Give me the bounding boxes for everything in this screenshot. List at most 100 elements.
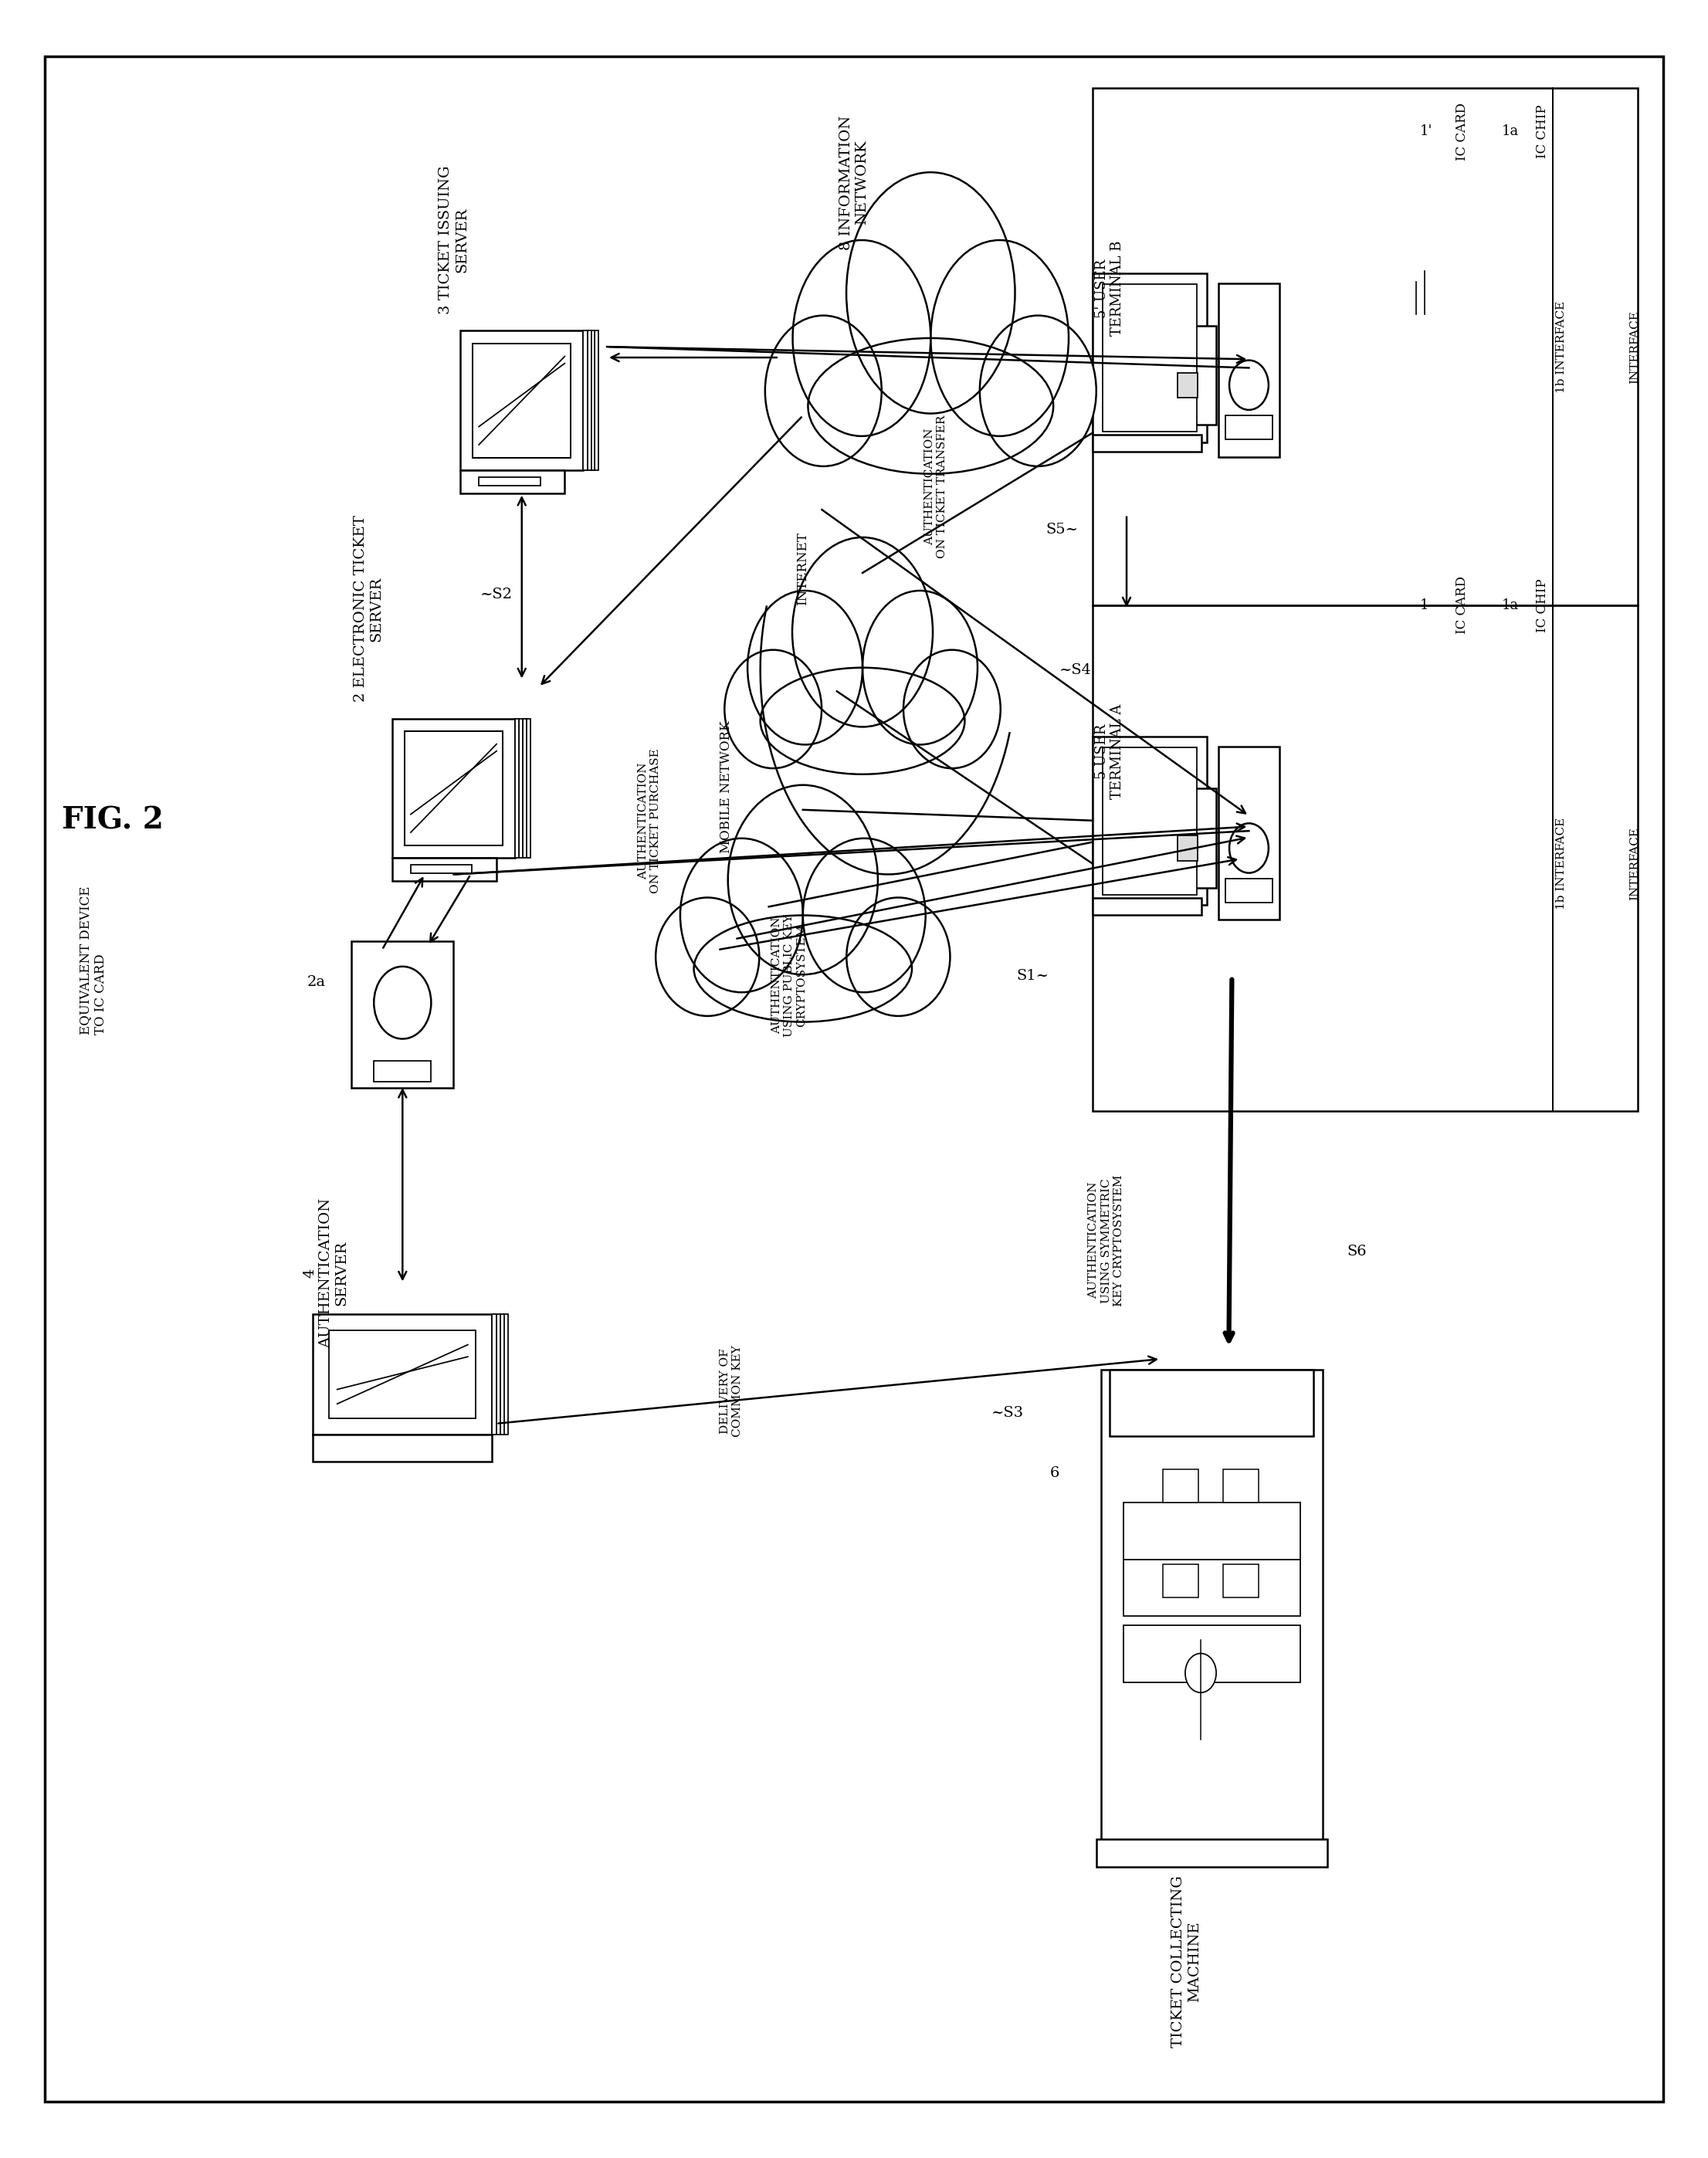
Ellipse shape	[680, 837, 803, 993]
Bar	[405, 732, 502, 846]
Text: AUTHENTICATION
USING SYMMETRIC
KEY CRYPTOSYSTEM: AUTHENTICATION USING SYMMETRIC KEY CRYPT…	[1088, 1174, 1124, 1306]
Text: 2 ELECTRONIC TICKET
SERVER: 2 ELECTRONIC TICKET SERVER	[354, 516, 383, 701]
Ellipse shape	[793, 537, 933, 727]
Bar	[1218, 747, 1279, 919]
Bar	[1172, 326, 1216, 425]
Bar	[504, 1314, 509, 1435]
Bar	[1226, 878, 1272, 902]
Text: AUTHENTICATION
USING PUBLIC KEY
CRYPTOSYSTEM: AUTHENTICATION USING PUBLIC KEY CRYPTOSY…	[772, 915, 808, 1036]
Text: AUTHENTICATION
ON TICKET PURCHASE: AUTHENTICATION ON TICKET PURCHASE	[637, 749, 661, 893]
Text: ~S4: ~S4	[1059, 663, 1091, 678]
Ellipse shape	[765, 315, 881, 466]
Text: 1b INTERFACE: 1b INTERFACE	[1556, 300, 1566, 393]
Ellipse shape	[980, 315, 1097, 466]
FancyBboxPatch shape	[44, 56, 1664, 2102]
Bar	[410, 865, 471, 874]
Bar	[1093, 88, 1638, 604]
Bar	[500, 1314, 504, 1435]
Bar	[1172, 788, 1216, 887]
Bar	[594, 330, 598, 470]
Circle shape	[1185, 1653, 1216, 1692]
Text: 6: 6	[1050, 1465, 1061, 1480]
Text: IC CARD: IC CARD	[1455, 576, 1469, 634]
Bar	[591, 330, 594, 470]
Text: INTERFACE: INTERFACE	[1629, 311, 1640, 384]
Text: DELIVERY OF
COMMON KEY: DELIVERY OF COMMON KEY	[719, 1344, 743, 1437]
Bar	[526, 719, 531, 859]
Text: 1a: 1a	[1501, 125, 1518, 138]
Text: 5' USER
TERMINAL B: 5' USER TERMINAL B	[1095, 240, 1124, 337]
Bar	[1103, 285, 1197, 432]
Ellipse shape	[656, 898, 760, 1016]
Ellipse shape	[808, 339, 1054, 475]
Text: 1': 1'	[1419, 125, 1433, 138]
Bar	[495, 1314, 500, 1435]
Text: INTERNET: INTERNET	[796, 531, 810, 604]
Text: TICKET COLLECTING
MACHINE: TICKET COLLECTING MACHINE	[1172, 1875, 1201, 2048]
Ellipse shape	[863, 591, 977, 745]
Bar	[374, 1062, 430, 1081]
Ellipse shape	[760, 667, 965, 775]
Ellipse shape	[847, 173, 1015, 414]
Bar	[1163, 1565, 1199, 1597]
Bar	[473, 343, 570, 457]
Text: S6: S6	[1346, 1245, 1366, 1258]
Text: ~S3: ~S3	[991, 1405, 1023, 1420]
Bar	[1223, 1565, 1259, 1597]
Bar	[1124, 1625, 1300, 1683]
Bar	[1093, 274, 1208, 442]
Bar	[352, 941, 454, 1088]
Bar	[523, 719, 526, 859]
Text: 2a: 2a	[307, 975, 326, 988]
Bar	[313, 1435, 492, 1461]
Text: EQUIVALENT DEVICE
TO IC CARD: EQUIVALENT DEVICE TO IC CARD	[79, 887, 108, 1036]
Ellipse shape	[693, 915, 912, 1023]
Bar	[514, 719, 519, 859]
Bar	[1223, 1470, 1259, 1502]
Bar	[461, 470, 565, 494]
Text: IC CHIP: IC CHIP	[1535, 578, 1549, 632]
Bar	[1124, 1560, 1300, 1616]
Bar	[478, 477, 540, 486]
Text: 5 USER
TERMINAL A: 5 USER TERMINAL A	[1095, 704, 1124, 798]
Circle shape	[1230, 360, 1269, 410]
Text: MOBILE NETWORK: MOBILE NETWORK	[719, 721, 733, 852]
Bar	[1093, 898, 1201, 915]
Bar	[1124, 1502, 1300, 1560]
Bar	[1097, 1839, 1327, 1867]
Ellipse shape	[931, 240, 1069, 436]
Bar	[461, 330, 582, 470]
Ellipse shape	[904, 650, 1001, 768]
Text: S5~: S5~	[1045, 522, 1078, 537]
Bar	[330, 1331, 477, 1418]
Text: AUTHENTICATION
ON TICKET TRANSFER: AUTHENTICATION ON TICKET TRANSFER	[924, 414, 948, 559]
Bar	[313, 1314, 492, 1435]
Text: 1a: 1a	[1501, 598, 1518, 613]
Circle shape	[1230, 824, 1269, 874]
Bar	[1177, 835, 1197, 861]
Ellipse shape	[803, 837, 926, 993]
Text: 3 TICKET ISSUING
SERVER: 3 TICKET ISSUING SERVER	[439, 166, 468, 315]
Bar	[1110, 1370, 1313, 1435]
Bar	[492, 1314, 497, 1435]
Text: IC CARD: IC CARD	[1455, 101, 1469, 160]
Bar	[1102, 1370, 1322, 1843]
Bar	[393, 719, 514, 859]
Text: 1b INTERFACE: 1b INTERFACE	[1556, 818, 1566, 911]
Bar	[582, 330, 588, 470]
Text: 4
AUTHENTICATION
SERVER: 4 AUTHENTICATION SERVER	[302, 1198, 348, 1349]
Bar	[519, 719, 523, 859]
Text: 1: 1	[1419, 598, 1428, 613]
Bar	[588, 330, 591, 470]
Bar	[1093, 736, 1208, 904]
Bar	[1103, 747, 1197, 896]
Text: ~S2: ~S2	[480, 587, 512, 602]
Text: INTERFACE: INTERFACE	[1629, 827, 1640, 900]
Ellipse shape	[728, 786, 878, 975]
Text: IC CHIP: IC CHIP	[1535, 104, 1549, 158]
Text: 8 INFORMATION
NETWORK: 8 INFORMATION NETWORK	[839, 114, 869, 250]
Ellipse shape	[724, 650, 822, 768]
Bar	[1218, 283, 1279, 457]
Bar	[393, 859, 497, 880]
Bar	[1093, 604, 1638, 1111]
